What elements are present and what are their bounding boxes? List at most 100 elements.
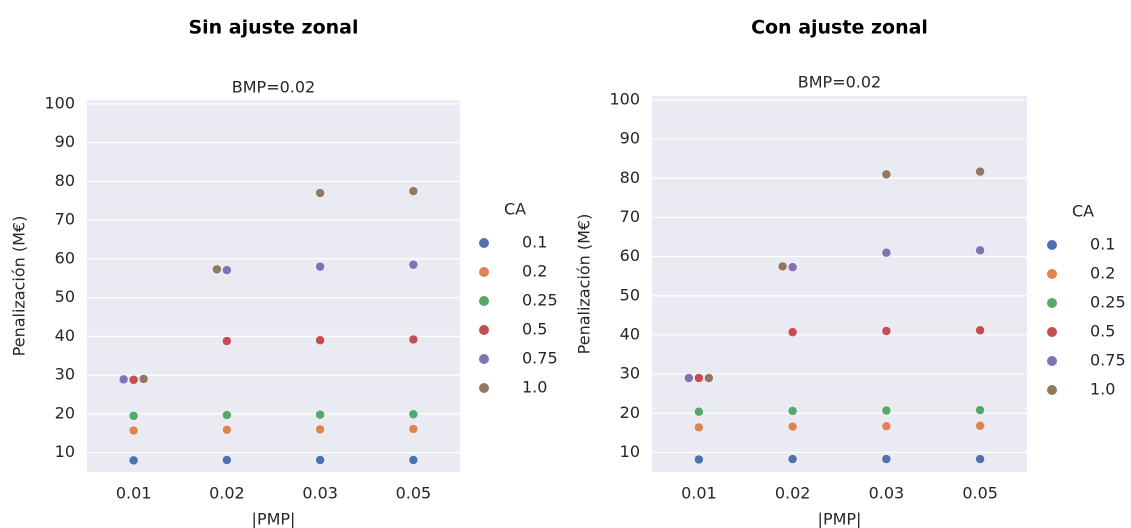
legend-marker bbox=[1047, 356, 1057, 366]
data-point bbox=[777, 261, 788, 272]
data-point bbox=[408, 424, 419, 434]
y-tick-label: 90 bbox=[620, 129, 640, 148]
y-tick-label: 20 bbox=[55, 403, 75, 422]
legend-title: CA bbox=[504, 200, 526, 219]
data-point bbox=[128, 375, 139, 385]
data-point bbox=[315, 409, 325, 420]
y-tick-label: 60 bbox=[620, 246, 640, 265]
data-point bbox=[684, 373, 694, 383]
data-point bbox=[128, 425, 139, 436]
legend-label: 0.25 bbox=[522, 291, 558, 310]
y-tick-label: 20 bbox=[620, 403, 640, 422]
legend-label: 0.5 bbox=[522, 320, 547, 339]
data-point bbox=[138, 374, 149, 384]
chart-title: Con ajuste zonal bbox=[751, 17, 928, 39]
y-axis-label: Penalización (M€) bbox=[10, 216, 29, 357]
legend-label: 0.25 bbox=[1090, 293, 1126, 312]
y-tick-label: 100 bbox=[44, 93, 75, 112]
data-point bbox=[128, 455, 139, 466]
data-point bbox=[222, 455, 232, 465]
x-tick-label: 0.02 bbox=[209, 484, 245, 503]
data-point bbox=[222, 265, 232, 275]
y-tick-label: 40 bbox=[620, 324, 640, 343]
legend-title: CA bbox=[1072, 202, 1094, 221]
legend-label: 0.5 bbox=[1090, 322, 1115, 341]
data-point bbox=[315, 261, 325, 272]
y-tick-label: 70 bbox=[55, 210, 75, 229]
y-tick-label: 60 bbox=[55, 248, 75, 267]
legend-marker bbox=[479, 325, 489, 335]
legend-marker bbox=[479, 383, 489, 393]
legend-label: 0.2 bbox=[1090, 264, 1115, 283]
y-tick-label: 30 bbox=[55, 365, 75, 384]
data-point bbox=[408, 409, 419, 420]
data-point bbox=[975, 325, 985, 335]
legend-marker bbox=[1047, 385, 1057, 395]
data-point bbox=[118, 374, 129, 385]
chart-title: Sin ajuste zonal bbox=[188, 17, 358, 39]
subtitle: BMP=0.02 bbox=[232, 78, 315, 97]
data-point bbox=[787, 406, 798, 416]
data-point bbox=[881, 405, 892, 416]
data-point bbox=[694, 422, 704, 433]
y-tick-label: 10 bbox=[55, 442, 75, 461]
x-axis-label: |PMP| bbox=[252, 510, 296, 528]
legend-marker bbox=[1047, 298, 1057, 308]
data-point bbox=[881, 169, 892, 180]
data-point bbox=[787, 421, 798, 432]
data-point bbox=[408, 455, 419, 465]
y-tick-label: 40 bbox=[55, 326, 75, 345]
data-point bbox=[787, 454, 798, 464]
data-point bbox=[881, 326, 892, 336]
data-point bbox=[787, 327, 798, 337]
plot-area bbox=[652, 96, 1027, 472]
legend-marker bbox=[479, 354, 489, 364]
legend-marker bbox=[479, 296, 489, 306]
x-tick-label: 0.02 bbox=[775, 484, 811, 503]
data-point bbox=[704, 373, 714, 383]
y-tick-label: 10 bbox=[620, 442, 640, 461]
y-tick-label: 50 bbox=[55, 287, 75, 306]
data-point bbox=[787, 262, 798, 272]
data-point bbox=[408, 186, 419, 196]
data-point bbox=[315, 455, 325, 465]
y-tick-label: 80 bbox=[55, 171, 75, 190]
legend-marker bbox=[1047, 269, 1057, 279]
legend-marker bbox=[479, 267, 489, 277]
x-tick-label: 0.01 bbox=[681, 484, 717, 503]
subtitle: BMP=0.02 bbox=[798, 73, 881, 92]
data-point bbox=[694, 406, 704, 417]
data-point bbox=[408, 334, 419, 345]
legend-marker bbox=[479, 238, 489, 248]
data-point bbox=[694, 454, 704, 465]
data-point bbox=[694, 373, 704, 383]
data-point bbox=[212, 264, 222, 275]
y-tick-label: 50 bbox=[620, 285, 640, 304]
data-point bbox=[315, 335, 325, 345]
data-point bbox=[222, 410, 232, 420]
x-axis-label: |PMP| bbox=[818, 510, 862, 528]
x-tick-label: 0.05 bbox=[962, 484, 998, 503]
y-axis-label: Penalización (M€) bbox=[575, 214, 594, 355]
plot-area bbox=[87, 100, 460, 472]
data-point bbox=[975, 166, 985, 177]
legend-marker bbox=[1047, 327, 1057, 337]
legend-label: 1.0 bbox=[1090, 380, 1115, 399]
y-tick-label: 100 bbox=[609, 89, 640, 108]
data-point bbox=[881, 421, 892, 431]
legend-label: 1.0 bbox=[522, 378, 547, 397]
legend-label: 0.75 bbox=[522, 349, 558, 368]
data-point bbox=[315, 188, 325, 198]
data-point bbox=[881, 454, 892, 464]
legend-label: 0.1 bbox=[522, 233, 547, 252]
x-tick-label: 0.01 bbox=[116, 484, 152, 503]
x-tick-label: 0.05 bbox=[396, 484, 432, 503]
data-point bbox=[975, 405, 985, 415]
data-point bbox=[222, 425, 232, 435]
y-tick-label: 90 bbox=[55, 132, 75, 151]
data-point bbox=[881, 247, 892, 258]
data-point bbox=[315, 424, 325, 435]
legend-marker bbox=[1047, 240, 1057, 250]
y-tick-label: 80 bbox=[620, 168, 640, 187]
